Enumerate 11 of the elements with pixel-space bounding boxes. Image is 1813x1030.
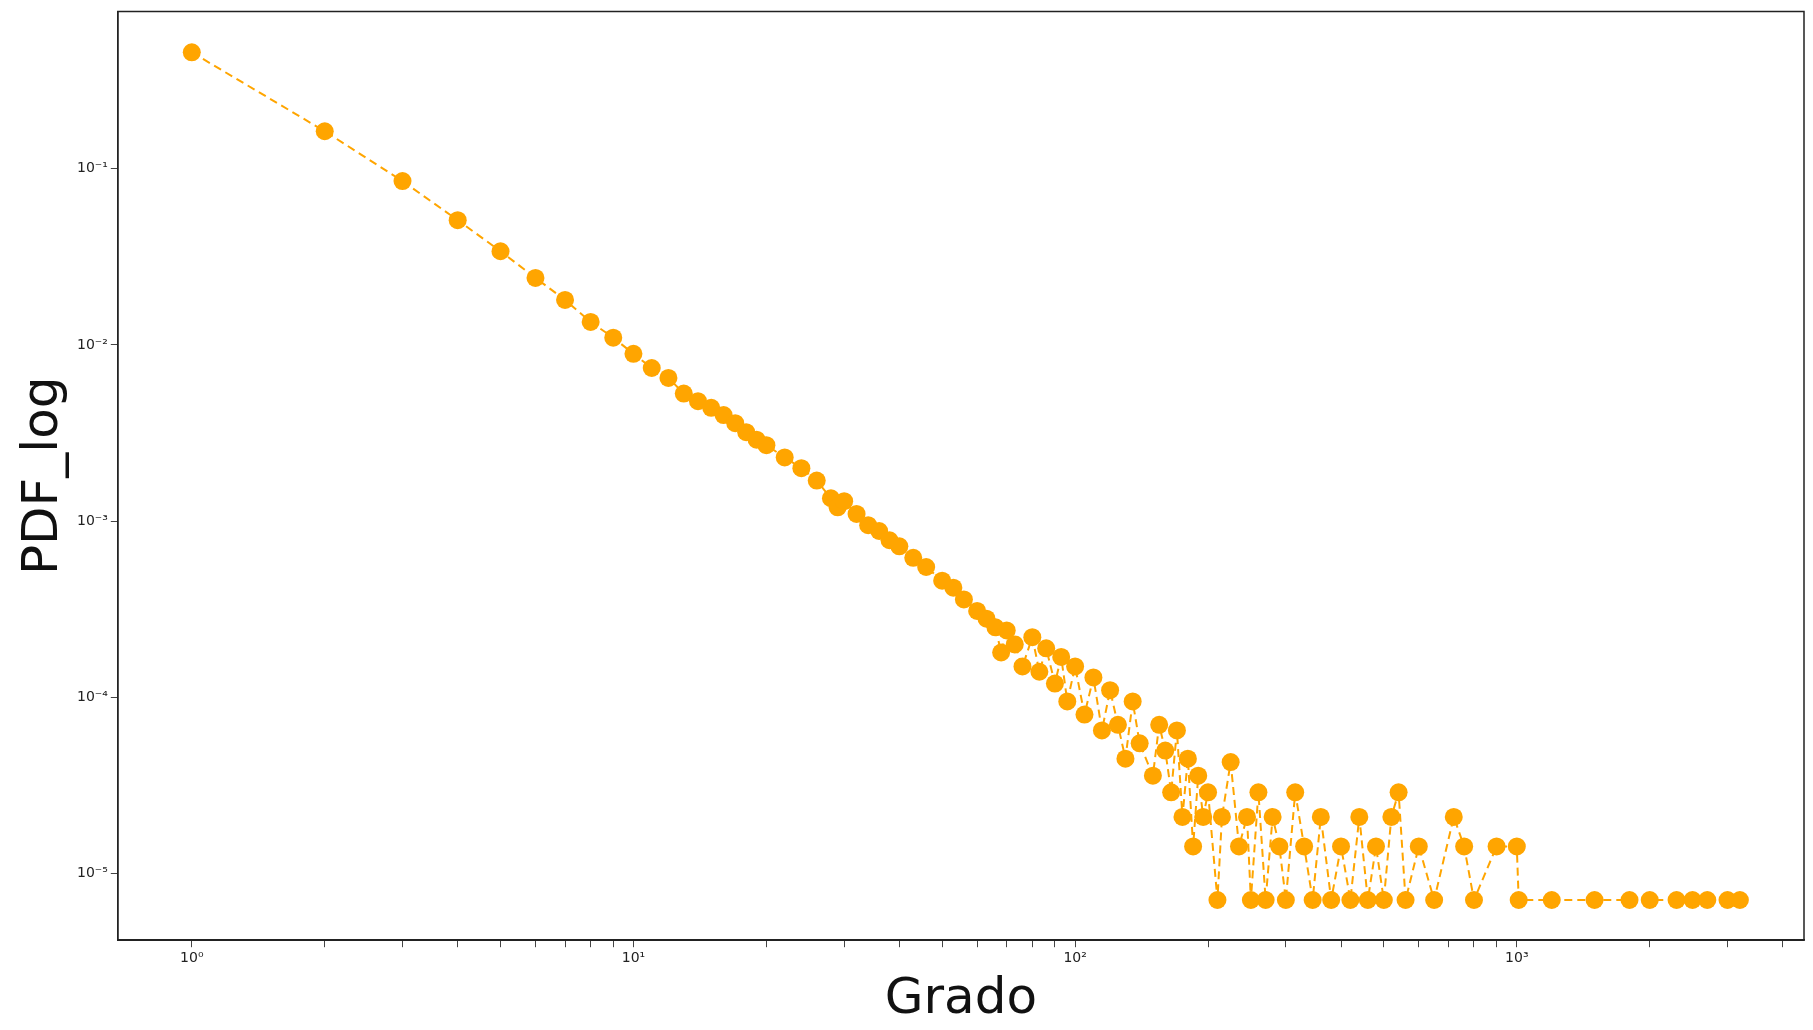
x-tick-label: 10⁰ [180, 949, 204, 966]
y-tick-label: 10⁻³ [76, 511, 108, 528]
x-tick-label: 10² [1063, 949, 1087, 966]
y-tick-label: 10⁻⁵ [76, 864, 108, 881]
x-tick-label: 10³ [1505, 949, 1529, 966]
x-tick-label: 10¹ [621, 949, 646, 966]
y-tick-label: 10⁻² [76, 335, 108, 352]
y-tick-label: 10⁻¹ [76, 159, 108, 176]
x-axis-title: Grado [884, 966, 1038, 1025]
y-tick-label: 10⁻⁴ [76, 688, 109, 705]
y-axis-title: PDF_log [10, 376, 69, 576]
